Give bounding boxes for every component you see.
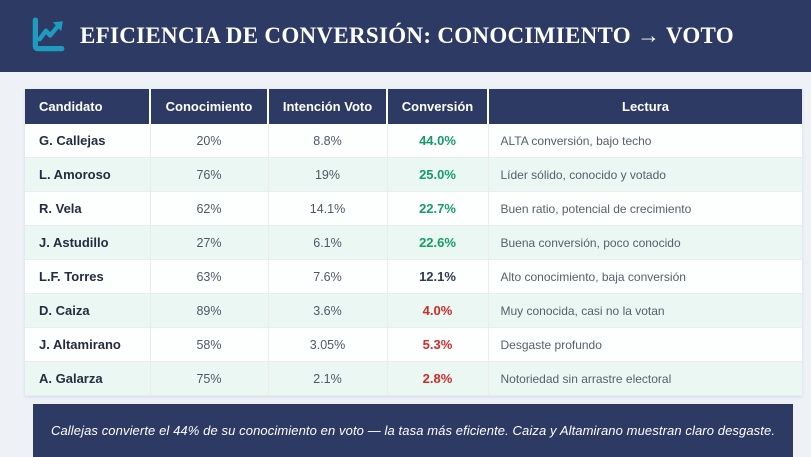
cell-intencion-voto: 6.1% — [268, 225, 388, 260]
cell-candidato: R. Vela — [25, 191, 151, 226]
top-header-bar: EFICIENCIA DE CONVERSIÓN: CONOCIMIENTO →… — [0, 0, 811, 72]
cell-conocimiento: 62% — [150, 191, 269, 226]
cell-conversion: 4.0% — [387, 293, 489, 328]
page-title: EFICIENCIA DE CONVERSIÓN: CONOCIMIENTO →… — [80, 23, 734, 49]
cell-conocimiento: 76% — [150, 157, 269, 192]
cell-conversion: 5.3% — [387, 327, 489, 362]
cell-intencion-voto: 8.8% — [268, 124, 388, 158]
cell-candidato: A. Galarza — [25, 361, 151, 396]
cell-candidato: J. Astudillo — [25, 225, 151, 260]
table-row: R. Vela 62% 14.1% 22.7% Buen ratio, potencia… — [25, 191, 802, 226]
cell-lectura: Buen ratio, potencial de crecimiento — [488, 191, 802, 226]
cell-lectura: ALTA conversión, bajo techo — [488, 124, 802, 158]
table-row: L.F. Torres 63% 7.6% 12.1% Alto conocimiento… — [25, 259, 802, 294]
table-body: G. Callejas 20% 8.8% 44.0% ALTA conversión, … — [25, 124, 802, 396]
cell-conocimiento: 75% — [150, 361, 269, 396]
cell-conocimiento: 89% — [150, 293, 269, 328]
cell-intencion-voto: 3.6% — [268, 293, 388, 328]
cell-conversion: 22.7% — [387, 191, 489, 226]
table-header: Candidato Conocimiento Intención Voto Conve… — [25, 89, 802, 124]
cell-conversion: 12.1% — [387, 259, 489, 294]
cell-lectura: Buena conversión, poco conocido — [488, 225, 802, 260]
cell-intencion-voto: 19% — [268, 157, 388, 192]
cell-conversion: 44.0% — [387, 124, 489, 158]
cell-lectura: Notoriedad sin arrastre electoral — [488, 361, 802, 396]
conversion-table-container: Candidato Conocimiento Intención Voto Conve… — [25, 89, 802, 396]
table-row: A. Galarza 75% 2.1% 2.8% Notoriedad sin arra… — [25, 361, 802, 396]
column-header-0: Candidato — [25, 89, 151, 124]
footer-insight-bar: Callejas convierte el 44% de su conocimi… — [33, 404, 793, 457]
column-header-1: Conocimiento — [150, 89, 269, 124]
table-row: L. Amoroso 76% 19% 25.0% Líder sólido, conoc… — [25, 157, 802, 192]
cell-intencion-voto: 7.6% — [268, 259, 388, 294]
table-row: D. Caiza 89% 3.6% 4.0% Muy conocida, casi no… — [25, 293, 802, 328]
cell-intencion-voto: 14.1% — [268, 191, 388, 226]
cell-lectura: Líder sólido, conocido y votado — [488, 157, 802, 192]
cell-conocimiento: 58% — [150, 327, 269, 362]
cell-conversion: 22.6% — [387, 225, 489, 260]
column-header-2: Intención Voto — [268, 89, 388, 124]
table-row: J. Astudillo 27% 6.1% 22.6% Buena conversión… — [25, 225, 802, 260]
trend-line-chart-icon — [28, 14, 66, 58]
cell-lectura: Desgaste profundo — [488, 327, 802, 362]
cell-conocimiento: 27% — [150, 225, 269, 260]
cell-conversion: 25.0% — [387, 157, 489, 192]
cell-conocimiento: 20% — [150, 124, 269, 158]
table-row: G. Callejas 20% 8.8% 44.0% ALTA conversión, … — [25, 124, 802, 158]
cell-lectura: Alto conocimiento, baja conversión — [488, 259, 802, 294]
cell-conocimiento: 63% — [150, 259, 269, 294]
table-header-row: Candidato Conocimiento Intención Voto Conve… — [25, 89, 802, 124]
cell-candidato: D. Caiza — [25, 293, 151, 328]
cell-candidato: L. Amoroso — [25, 157, 151, 192]
cell-intencion-voto: 2.1% — [268, 361, 388, 396]
cell-candidato: J. Altamirano — [25, 327, 151, 362]
column-header-3: Conversión — [387, 89, 489, 124]
cell-conversion: 2.8% — [387, 361, 489, 396]
cell-candidato: G. Callejas — [25, 124, 151, 158]
conversion-table: Candidato Conocimiento Intención Voto Conve… — [25, 89, 802, 396]
table-row: J. Altamirano 58% 3.05% 5.3% Desgaste profun… — [25, 327, 802, 362]
footer-note: Callejas convierte el 44% de su conocimi… — [50, 423, 776, 438]
cell-intencion-voto: 3.05% — [268, 327, 388, 362]
cell-lectura: Muy conocida, casi no la votan — [488, 293, 802, 328]
cell-candidato: L.F. Torres — [25, 259, 151, 294]
column-header-4: Lectura — [488, 89, 802, 124]
